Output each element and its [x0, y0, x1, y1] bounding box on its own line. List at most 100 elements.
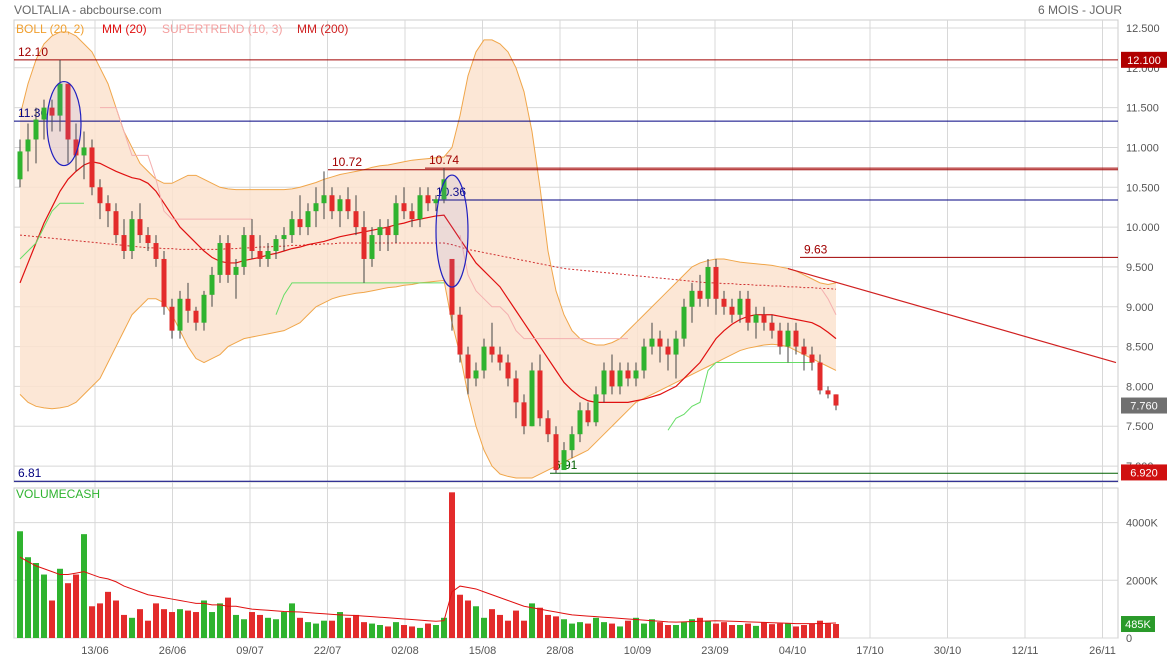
- candle-body: [729, 306, 735, 315]
- x-tick-label: 26/11: [1089, 645, 1116, 657]
- candle-body: [417, 195, 423, 220]
- x-tick-label: 23/09: [701, 645, 729, 657]
- candle-body: [481, 346, 487, 371]
- candle-body: [89, 147, 95, 188]
- volume-bar: [465, 600, 471, 638]
- candle-body: [105, 203, 111, 212]
- volume-bar: [825, 623, 831, 638]
- candle-body: [641, 346, 647, 371]
- candle-body: [361, 227, 367, 259]
- candlesticks: [17, 59, 839, 474]
- candle-body: [689, 290, 695, 307]
- volume-bar: [609, 623, 615, 638]
- candle-body: [513, 378, 519, 403]
- candle-body: [65, 83, 71, 140]
- candle-body: [265, 251, 271, 259]
- volume-bar: [625, 620, 631, 638]
- volume-bar: [105, 591, 111, 638]
- volume-tick-label: 2000K: [1126, 575, 1158, 587]
- volume-bar: [89, 606, 95, 638]
- volume-bar: [249, 612, 255, 638]
- candle-body: [313, 203, 319, 212]
- candle-body: [401, 203, 407, 212]
- price-tick-label: 8.500: [1126, 342, 1154, 354]
- volume-bar: [713, 623, 719, 638]
- moving-averages: [19, 107, 1117, 431]
- level-label: 11.36: [18, 106, 47, 120]
- volume-bar: [81, 534, 87, 638]
- volume-bar: [793, 626, 799, 638]
- volume-bar: [673, 625, 679, 638]
- volume-bar: [241, 619, 247, 638]
- candle-body: [385, 227, 391, 236]
- candle-body: [433, 199, 439, 204]
- volume-bar: [705, 620, 711, 638]
- bollinger-fill: [20, 31, 836, 479]
- legend-mm200: MM (200): [297, 22, 348, 36]
- candle-body: [721, 298, 727, 307]
- volume-bar: [33, 563, 39, 638]
- candle-body: [489, 346, 495, 355]
- candle-body: [793, 330, 799, 347]
- volume-bar: [593, 617, 599, 638]
- legend-mm20: MM (20): [102, 22, 147, 36]
- price-tick-label: 11.500: [1126, 103, 1159, 115]
- volume-bar: [417, 627, 423, 638]
- candle-body: [57, 83, 63, 116]
- price-tag: [1121, 464, 1167, 481]
- volume-bar: [225, 597, 231, 638]
- candle-body: [649, 338, 655, 347]
- volume-bar: [321, 620, 327, 638]
- candle-body: [625, 370, 631, 379]
- candle-body: [17, 151, 23, 180]
- volume-bar: [217, 603, 223, 638]
- volume-bar: [377, 625, 383, 638]
- volume-bar: [393, 622, 399, 638]
- volume-bar: [665, 625, 671, 638]
- supertrend-line: [19, 202, 84, 260]
- candle-body: [153, 243, 159, 259]
- price-tag-label: 6.920: [1130, 467, 1158, 479]
- price-tick-label: 10.000: [1126, 222, 1160, 234]
- volume-bar: [193, 612, 199, 638]
- volume-bar: [433, 625, 439, 638]
- volume-bar: [497, 614, 503, 638]
- candle-body: [169, 306, 175, 331]
- volume-bar: [185, 610, 191, 638]
- volume-bar: [41, 574, 47, 638]
- volume-bar: [577, 622, 583, 638]
- volume-bar: [25, 557, 31, 638]
- volume-bar: [345, 617, 351, 638]
- candle-body: [425, 195, 431, 204]
- x-tick-label: 26/06: [159, 645, 187, 657]
- volume-bar: [769, 624, 775, 638]
- candle-body: [753, 314, 759, 323]
- price-tick-label: 11.000: [1126, 142, 1159, 154]
- legend-supertrend: SUPERTREND (10, 3): [162, 22, 282, 36]
- indicator-legend: BOLL (20, 2) MM (20) SUPERTREND (10, 3) …: [16, 22, 348, 36]
- price-frame: [13, 19, 1119, 483]
- x-tick-label: 30/10: [934, 645, 962, 657]
- volume-bar: [273, 619, 279, 638]
- price-tag: [1121, 397, 1167, 414]
- candle-body: [601, 370, 607, 395]
- x-tick-label: 13/06: [81, 645, 109, 657]
- volume-bar: [281, 612, 287, 638]
- candle-body: [785, 330, 791, 347]
- volume-bar: [49, 600, 55, 638]
- candle-body: [273, 239, 279, 251]
- candle-body: [41, 107, 47, 120]
- volume-ma-line: [19, 556, 837, 625]
- volume-bar: [177, 609, 183, 638]
- volume-bar: [785, 623, 791, 638]
- price-tag-label: 12.100: [1127, 55, 1161, 67]
- volume-bar: [521, 620, 527, 638]
- volume-bar: [777, 623, 783, 638]
- x-tick-label: 10/09: [624, 645, 652, 657]
- volume-bar: [481, 617, 487, 638]
- candle-body: [545, 418, 551, 435]
- candle-body: [569, 434, 575, 451]
- volume-bar: [137, 609, 143, 638]
- volume-bar: [745, 623, 751, 638]
